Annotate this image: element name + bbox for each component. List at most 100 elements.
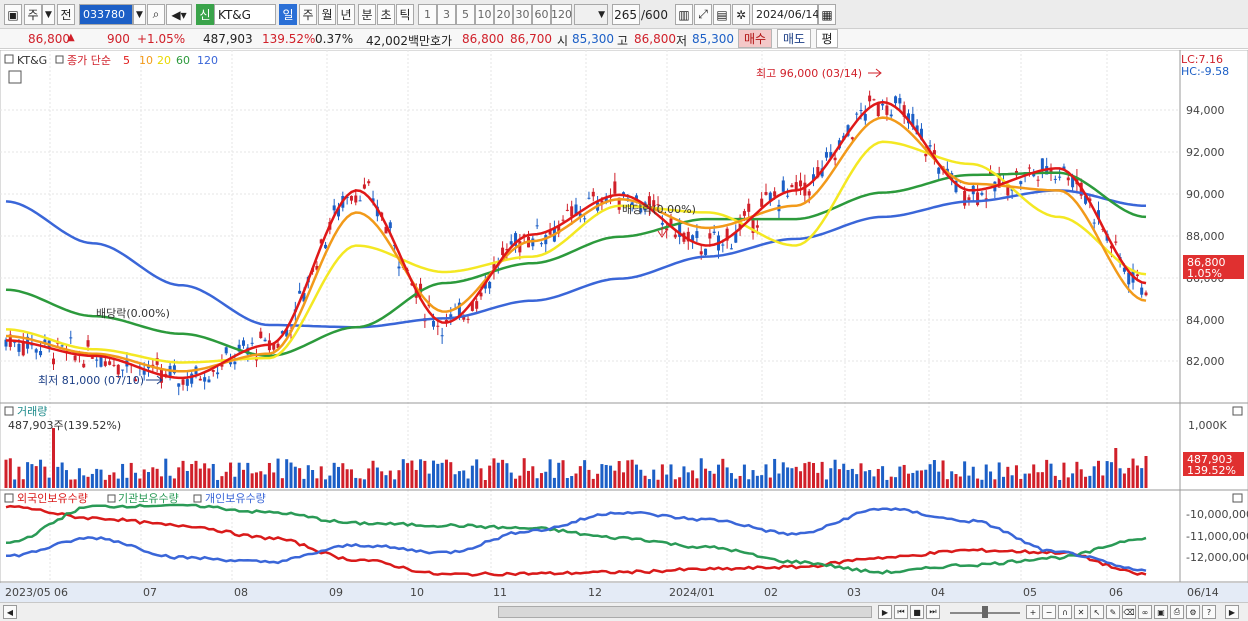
volume-bar [535, 478, 539, 488]
candle-body [906, 113, 911, 124]
candle-body [241, 340, 246, 346]
num-20[interactable]: 20 [494, 4, 513, 25]
candle-body [665, 228, 669, 231]
num-10[interactable]: 10 [475, 4, 494, 25]
volume-bar [496, 462, 500, 488]
table-icon[interactable] [8, 70, 22, 84]
eval-button[interactable]: 평 [816, 29, 838, 48]
eraser-icon[interactable]: ⌫ [1122, 605, 1136, 619]
prev-button[interactable]: 전 [57, 4, 75, 25]
volume-bar [112, 472, 116, 488]
candle-body [881, 103, 885, 106]
candle-body [976, 192, 980, 206]
search-icon[interactable]: ⌕ [147, 4, 165, 25]
volume-bar [578, 466, 582, 488]
candle-body [69, 337, 73, 339]
candle-body [1036, 179, 1040, 181]
crosshair-icon[interactable]: ✕ [1074, 605, 1088, 619]
volume-bar [194, 460, 198, 488]
collapse-right-icon[interactable]: ▶ [1225, 605, 1239, 619]
volume-bar [479, 468, 483, 488]
volume-bar [678, 477, 682, 488]
sound-icon[interactable]: ◀▾ [166, 4, 192, 25]
scroll-right-icon[interactable]: ▶ [878, 605, 892, 619]
volume-bar [4, 459, 8, 488]
interval-second[interactable]: 초 [377, 4, 395, 25]
zoom-in-icon[interactable]: + [1026, 605, 1040, 619]
chevron-down-icon[interactable]: ▼ [42, 4, 55, 25]
candle-body [621, 192, 626, 196]
print-icon[interactable]: ⎙ [1170, 605, 1184, 619]
volume-bar [643, 475, 647, 488]
volume-menu-icon[interactable] [4, 406, 14, 416]
volume-bar [695, 478, 699, 488]
volume-bar [43, 466, 47, 488]
interval-year[interactable]: 년 [337, 4, 355, 25]
volume-bar [1075, 461, 1079, 488]
num-1[interactable]: 1 [418, 4, 437, 25]
volume-bar [177, 467, 181, 488]
stock-code-input[interactable]: 033780 [79, 4, 133, 25]
count-input[interactable]: 265 [612, 4, 640, 25]
custom-period-select[interactable]: ▼ [574, 4, 608, 25]
first-page-icon[interactable]: ⏮ [894, 605, 908, 619]
buy-button[interactable]: 매수 [738, 29, 772, 48]
candle-body [116, 364, 120, 375]
stop-icon[interactable]: ■ [910, 605, 924, 619]
magnet-icon[interactable]: ∩ [1058, 605, 1072, 619]
candle-body [185, 379, 189, 386]
settings-icon[interactable]: ⚙ [1186, 605, 1200, 619]
link-icon[interactable]: ∞ [1138, 605, 1152, 619]
interval-week[interactable]: 주 [299, 4, 317, 25]
candle-body [652, 200, 656, 210]
chart-scrollbar[interactable]: ◀ ▶ ⏮ ■ ⏭ + − ∩ ✕ ↖ ✎ ⌫ ∞ ▣ ⎙ ⚙ ? ▶ [0, 602, 1248, 621]
panel-menu-icon[interactable] [4, 54, 14, 64]
capture-icon[interactable]: ▣ [1154, 605, 1168, 619]
save-icon[interactable]: ▤ [713, 4, 731, 25]
interval-month[interactable]: 월 [318, 4, 336, 25]
volume-bar [790, 468, 794, 488]
sell-button[interactable]: 매도 [777, 29, 811, 48]
last-page-icon[interactable]: ⏭ [926, 605, 940, 619]
trend-icon[interactable]: ⤢ [694, 4, 712, 25]
interval-tick[interactable]: 틱 [396, 4, 414, 25]
volume-bar [13, 479, 17, 488]
period-toggle[interactable]: 주 [24, 4, 42, 25]
tool-icon[interactable]: ✎ [1106, 605, 1120, 619]
volume-bar [272, 472, 276, 488]
window-icon[interactable]: ▣ [4, 4, 22, 25]
open-label: 시 [557, 34, 569, 48]
scroll-left-icon[interactable]: ◀ [3, 605, 17, 619]
volume-close-icon[interactable] [1232, 406, 1243, 416]
cursor-icon[interactable]: ↖ [1090, 605, 1104, 619]
candle-body [1140, 287, 1144, 295]
scroll-thumb[interactable] [498, 606, 872, 618]
num-3[interactable]: 3 [437, 4, 456, 25]
candle-icon[interactable]: ▥ [675, 4, 693, 25]
num-30[interactable]: 30 [513, 4, 532, 25]
candle-body [937, 167, 941, 174]
num-120[interactable]: 120 [551, 4, 572, 25]
ma-legend-box-icon[interactable] [55, 55, 64, 64]
num-5[interactable]: 5 [456, 4, 475, 25]
volume-bar [842, 463, 846, 488]
interval-day[interactable]: 일 [279, 4, 297, 25]
x-tick: 03 [847, 586, 861, 599]
zoom-out-icon[interactable]: − [1042, 605, 1056, 619]
help-icon[interactable]: ? [1202, 605, 1216, 619]
code-dropdown-icon[interactable]: ▼ [133, 4, 146, 25]
gear-icon[interactable]: ✲ [732, 4, 750, 25]
candle-body [250, 342, 254, 344]
num-60[interactable]: 60 [532, 4, 551, 25]
candle-body [639, 205, 643, 213]
calendar-icon[interactable]: ▦ [818, 4, 836, 25]
holdings-menu-icon[interactable] [4, 493, 14, 503]
candle-body [280, 331, 284, 334]
stock-chart[interactable]: KT&G 종가 단순 5 10 20 60 120 LC:7.16 HC:-9.… [0, 50, 1248, 602]
volume-current-tag: 487,903 [1187, 453, 1233, 466]
zoom-handle[interactable] [982, 606, 988, 618]
date-input[interactable]: 2024/06/14 [752, 4, 819, 25]
holdings-close-icon[interactable] [1232, 493, 1243, 503]
stock-name-field[interactable]: KT&G [214, 4, 276, 25]
interval-minute[interactable]: 분 [358, 4, 376, 25]
